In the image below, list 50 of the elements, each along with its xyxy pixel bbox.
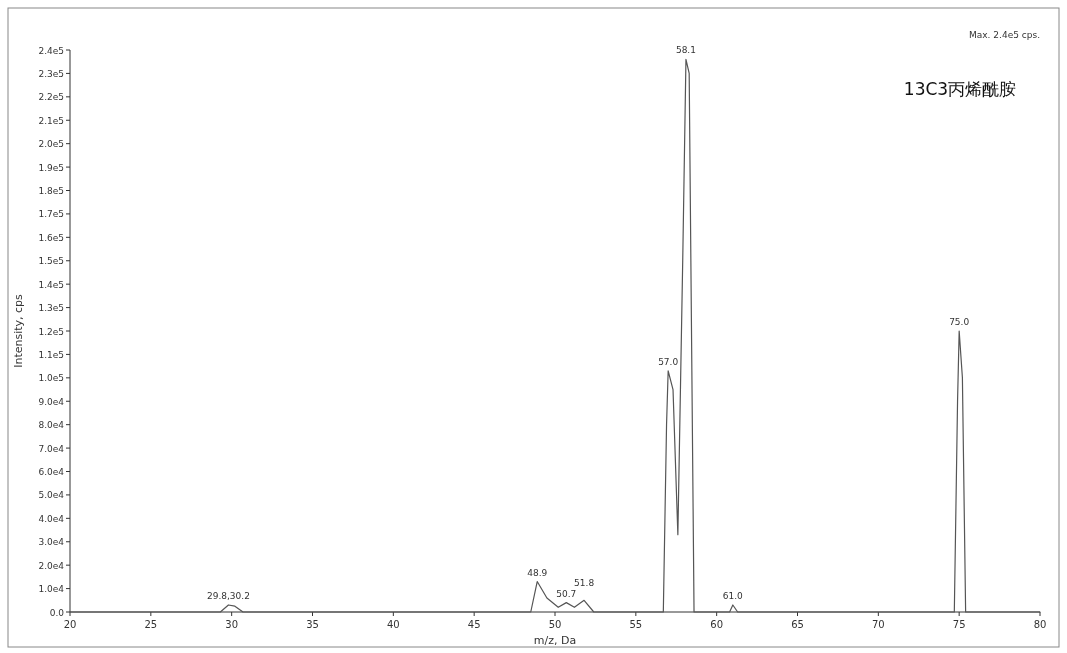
y-tick-label: 5.0e4 — [38, 490, 65, 501]
annotation: 29.8,30.2 — [206, 590, 250, 601]
y-tick-label: 2.2e5 — [38, 92, 64, 103]
annotation: 57.0 — [658, 356, 679, 367]
y-tick-label: 2.1e5 — [38, 115, 64, 126]
x-tick-label: 70 — [871, 619, 885, 630]
annotation: 13C3丙烯酰胺 — [903, 79, 1017, 99]
text: Max. 2.4e5 cps. — [969, 30, 1040, 40]
annotation: 75.0 — [949, 317, 970, 327]
y-tick-label: 1.9e5 — [38, 162, 64, 173]
y-tick-label: 0.0 — [49, 607, 65, 618]
x-tick-label: 55 — [629, 619, 643, 630]
y-tick-label: 1.1e5 — [38, 349, 64, 360]
y-tick-label: 9.0e4 — [38, 396, 65, 407]
x-tick-label: 50 — [548, 619, 562, 630]
y-tick-label: 2.3e5 — [38, 68, 64, 79]
x-tick-label: 25 — [144, 619, 158, 630]
x-axis-title: m/z, Da — [533, 634, 577, 647]
y-tick-label: 1.0e4 — [38, 584, 65, 595]
annotation: 51.8 — [574, 577, 595, 588]
y-tick-label: 1.8e5 — [38, 186, 64, 196]
y-tick-label: 1.2e5 — [38, 326, 64, 337]
y-tick-label: 1.3e5 — [38, 303, 64, 314]
x-tick-label: 30 — [225, 619, 239, 630]
y-tick-label: 1.6e5 — [38, 232, 64, 243]
x-tick-label: 40 — [386, 619, 400, 630]
y-tick-label: 1.5e5 — [38, 256, 64, 267]
annotation: 58.1 — [675, 45, 696, 56]
y-tick-label: 2.4e5 — [38, 45, 64, 56]
y-tick-label: 2.0e5 — [38, 139, 64, 150]
annotation: 61.0 — [722, 590, 744, 601]
y-tick-label: 4.0e4 — [38, 513, 65, 524]
y-tick-label: 1.0e5 — [38, 373, 64, 384]
x-tick-label: 80 — [1033, 619, 1047, 630]
y-tick-label: 7.0e4 — [38, 443, 65, 454]
y-axis-title: Intensity, cps — [12, 293, 25, 368]
y-tick-label: 1.7e5 — [38, 209, 64, 220]
y-tick-label: 2.0e4 — [38, 560, 65, 571]
x-tick-label: 65 — [791, 619, 804, 630]
x-tick-label: 60 — [710, 619, 724, 630]
annotation: 48.9 — [527, 567, 548, 578]
x-tick-label: 35 — [306, 619, 319, 630]
y-tick-label: 3.0e4 — [38, 537, 65, 548]
y-tick-label: 8.0e4 — [38, 420, 65, 431]
y-tick-label: 6.0e4 — [38, 467, 65, 477]
annotation: 50.7 — [556, 588, 577, 599]
x-tick-label: 45 — [467, 619, 481, 630]
x-tick-label: 75 — [952, 619, 966, 630]
x-tick-label: 20 — [63, 619, 77, 630]
y-tick-label: 1.4e5 — [38, 279, 64, 290]
